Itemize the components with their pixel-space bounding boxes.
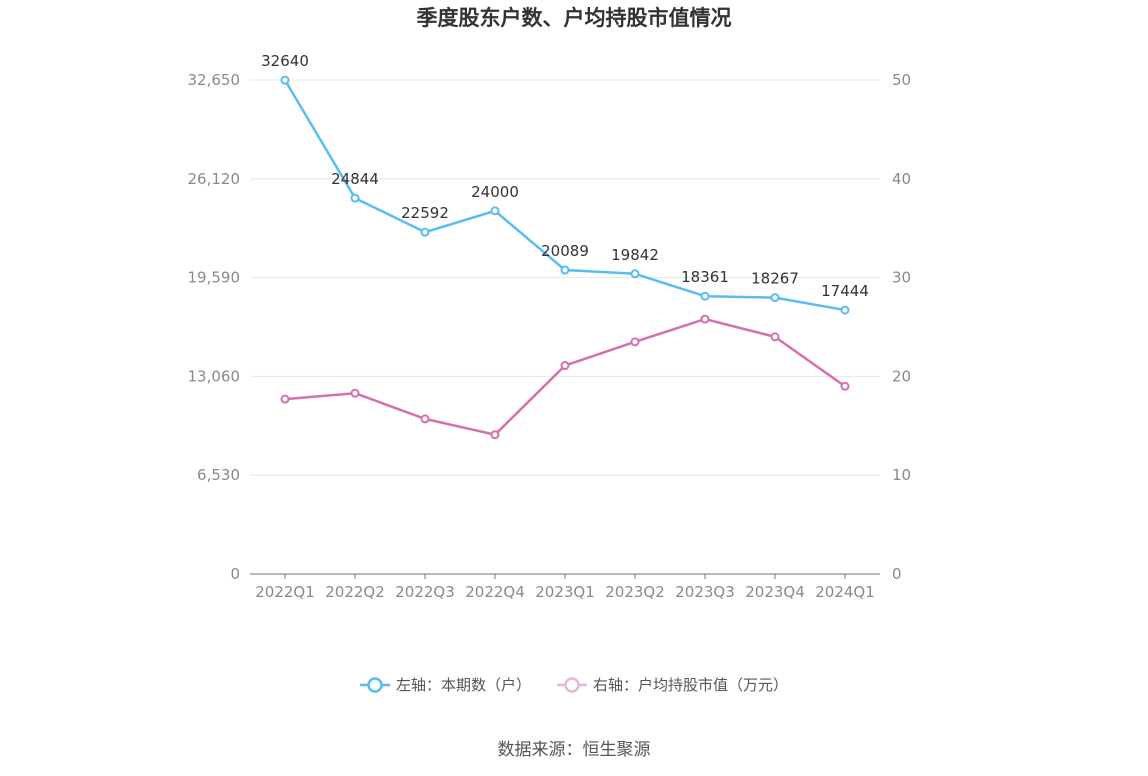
- legend-item-1[interactable]: 右轴：户均持股市值（万元）: [556, 676, 788, 694]
- y-left-tick-label: 32,650: [188, 71, 241, 89]
- y-left-tick-label: 6,530: [197, 466, 240, 484]
- data-label: 17444: [821, 282, 869, 300]
- data-label: 24844: [331, 170, 379, 188]
- x-tick-label: 2023Q1: [535, 583, 595, 601]
- series-layer: 32640 24844 22592 24000 20089 19842 18361 18267…: [261, 52, 869, 440]
- y-right-tick-label: 20: [892, 367, 911, 385]
- y-left-tick-label: 19,590: [188, 269, 241, 287]
- x-tick-label: 2022Q4: [465, 583, 525, 601]
- data-point[interactable]: [840, 305, 850, 315]
- x-tick-label: 2023Q2: [605, 583, 665, 601]
- y-left-tick-label: 26,120: [188, 170, 241, 188]
- y-right-tick-label: 50: [892, 71, 911, 89]
- data-point[interactable]: [560, 265, 570, 275]
- x-tick-label: 2023Q3: [675, 583, 735, 601]
- grid: [250, 79, 880, 476]
- x-tick-label: 2023Q4: [745, 583, 805, 601]
- x-tick-label: 2022Q2: [325, 583, 385, 601]
- data-point[interactable]: [280, 75, 290, 85]
- data-point[interactable]: [350, 193, 360, 203]
- x-tick-label: 2022Q3: [395, 583, 455, 601]
- data-point[interactable]: [420, 227, 430, 237]
- legend-item-0[interactable]: 左轴：本期数（户）: [359, 676, 531, 694]
- data-label: 22592: [401, 204, 449, 222]
- x-tick-label: 2022Q1: [255, 583, 315, 601]
- y-right-tick-label: 10: [892, 466, 911, 484]
- chart-title: 季度股东户数、户均持股市值情况: [417, 6, 732, 30]
- data-point[interactable]: [490, 206, 500, 216]
- data-point[interactable]: [420, 414, 430, 424]
- legend-marker: [564, 677, 580, 693]
- source-text: 数据来源：恒生聚源: [498, 740, 651, 760]
- data-label: 19842: [611, 246, 659, 264]
- data-point[interactable]: [630, 269, 640, 279]
- data-point[interactable]: [770, 293, 780, 303]
- data-point[interactable]: [700, 291, 710, 301]
- data-label: 18361: [681, 268, 729, 286]
- data-point[interactable]: [700, 314, 710, 324]
- y-right-tick-label: 0: [892, 565, 902, 583]
- data-point[interactable]: [350, 388, 360, 398]
- data-point[interactable]: [840, 381, 850, 391]
- data-point[interactable]: [490, 430, 500, 440]
- legend-label: 左轴：本期数（户）: [396, 676, 531, 694]
- data-label: 20089: [541, 242, 589, 260]
- data-point[interactable]: [280, 394, 290, 404]
- data-label: 32640: [261, 52, 309, 70]
- data-label: 18267: [751, 270, 799, 288]
- x-tick-label: 2024Q1: [815, 583, 875, 601]
- data-point[interactable]: [630, 337, 640, 347]
- y-left-tick-label: 0: [230, 565, 240, 583]
- legend-marker: [367, 677, 383, 693]
- data-point[interactable]: [560, 361, 570, 371]
- y-left-tick-label: 13,060: [188, 367, 241, 385]
- data-point[interactable]: [770, 332, 780, 342]
- legend-label: 右轴：户均持股市值（万元）: [593, 676, 788, 694]
- y-right-tick-label: 40: [892, 170, 911, 188]
- legend[interactable]: 左轴：本期数（户） 右轴：户均持股市值（万元）: [359, 676, 788, 694]
- axes: 0 0 6,530 10 13,060 20 19,590 30 26,120 40 32,650 5…: [188, 71, 912, 601]
- data-label: 24000: [471, 183, 519, 201]
- y-right-tick-label: 30: [892, 269, 911, 287]
